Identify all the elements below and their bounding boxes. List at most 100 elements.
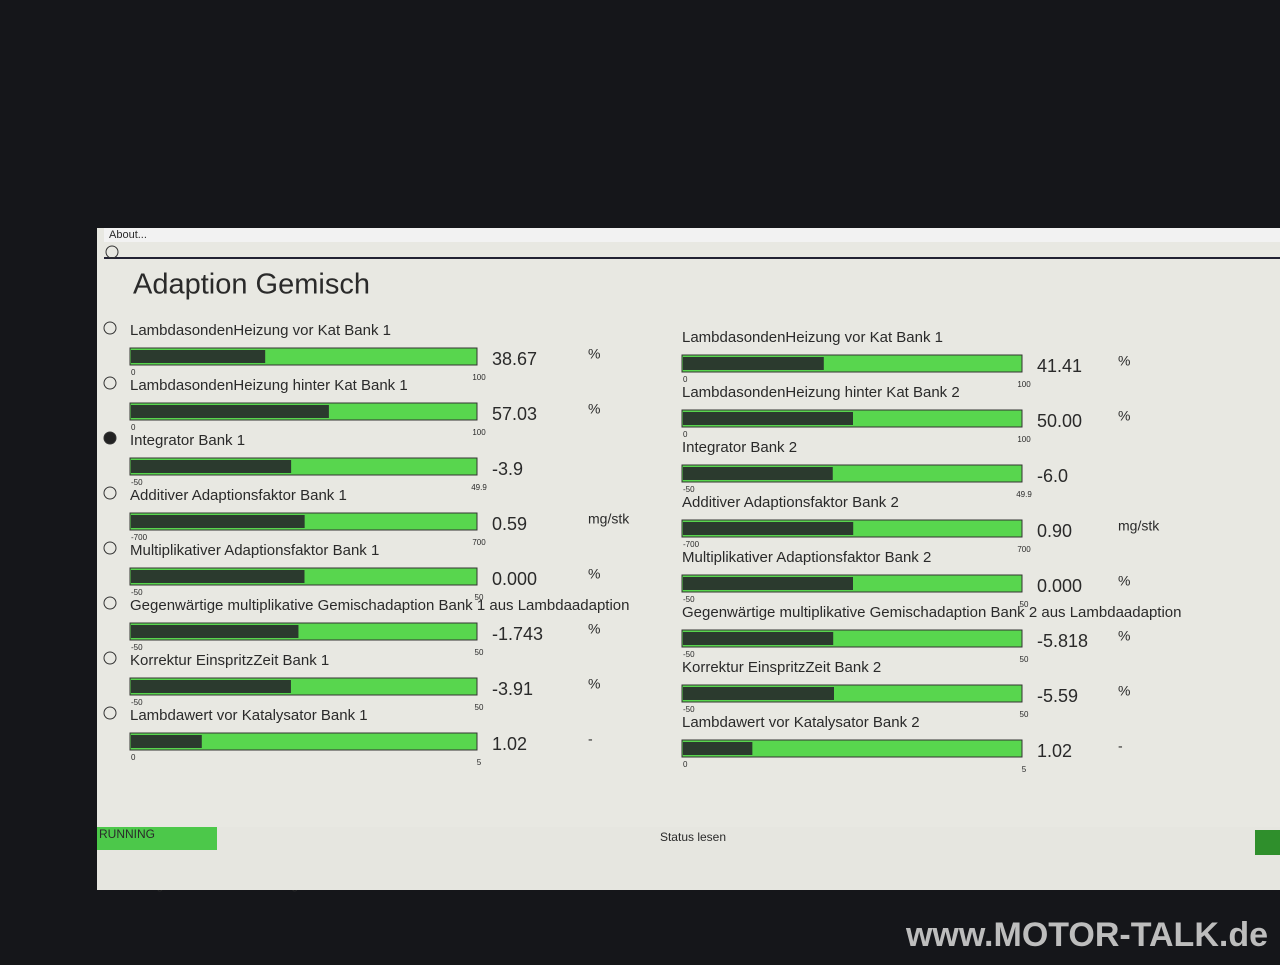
- gauge-bar: [131, 460, 292, 473]
- gauge-unit: %: [588, 676, 600, 692]
- gauge-unit: %: [1118, 408, 1130, 424]
- gauge-bar: [683, 577, 853, 590]
- gauge-label: LambdasondenHeizung vor Kat Bank 1: [130, 322, 391, 339]
- gauge-bar: [131, 625, 299, 638]
- gauge-value: 0.000: [1037, 576, 1082, 596]
- gauge-bar: [683, 522, 854, 535]
- watermark: www.MOTOR-TALK.de: [905, 916, 1268, 954]
- gauge-label: Gegenwärtige multiplikative Gemischadapt…: [130, 597, 629, 614]
- gauge-min: 0: [683, 760, 688, 769]
- gauge-min: -50: [131, 478, 143, 487]
- gauge-value: -6.0: [1037, 466, 1068, 486]
- gauge-label: Additiver Adaptionsfaktor Bank 1: [130, 487, 347, 504]
- gauge-max: 50: [475, 703, 484, 712]
- gauge-track: [129, 732, 478, 751]
- gauge-label: Korrektur EinspritzZeit Bank 2: [682, 659, 881, 676]
- gauge-value: 1.02: [492, 734, 527, 754]
- gauge-min: -50: [683, 650, 695, 659]
- gauge-min: -50: [131, 643, 143, 652]
- gauge-bar: [131, 515, 305, 528]
- gauge-unit: mg/stk: [588, 511, 630, 527]
- gauge-max: 100: [472, 428, 486, 437]
- gauge-min: -50: [131, 588, 143, 597]
- gauge-label: Multiplikativer Adaptionsfaktor Bank 1: [130, 542, 379, 559]
- radio[interactable]: [103, 651, 117, 665]
- gauge-max: 100: [1017, 380, 1031, 389]
- gauge-value: 1.02: [1037, 741, 1072, 761]
- gauge-value: 38.67: [492, 349, 537, 369]
- gauge-min: -50: [683, 705, 695, 714]
- gauge-label: Integrator Bank 2: [682, 439, 797, 456]
- gauge-unit: %: [1118, 683, 1130, 699]
- gauge-min: 0: [683, 430, 688, 439]
- menu-about[interactable]: About...: [109, 229, 147, 241]
- gauge-unit: %: [588, 346, 600, 362]
- gauge-max: 100: [1017, 435, 1031, 444]
- gauge-bar: [683, 412, 853, 425]
- gauge-bar: [683, 357, 824, 370]
- radio[interactable]: [103, 486, 117, 500]
- gauge-value: -3.91: [492, 679, 533, 699]
- radio[interactable]: [103, 321, 117, 335]
- gauge-label: Multiplikativer Adaptionsfaktor Bank 2: [682, 549, 931, 566]
- gauge-value: 0.90: [1037, 521, 1072, 541]
- gauge-bar: [131, 570, 305, 583]
- gauge-min: -50: [683, 485, 695, 494]
- gauge-label: Additiver Adaptionsfaktor Bank 2: [682, 494, 899, 511]
- gauge-min: -700: [683, 540, 700, 549]
- gauge-unit: -: [588, 731, 593, 747]
- gauge-max: 50: [1020, 655, 1029, 664]
- gauge-value: 0.000: [492, 569, 537, 589]
- gauge-bar: [131, 735, 202, 748]
- gauge-max: 50: [1020, 710, 1029, 719]
- gauge-value: 0.59: [492, 514, 527, 534]
- gauge-max: 5: [1022, 765, 1027, 774]
- gauge-max: 100: [472, 373, 486, 382]
- status-text: Status lesen: [660, 830, 726, 844]
- gauge-unit: %: [1118, 353, 1130, 369]
- gauge-unit: %: [1118, 628, 1130, 644]
- radio[interactable]: [105, 245, 119, 259]
- gauge-label: Gegenwärtige multiplikative Gemischadapt…: [682, 604, 1181, 621]
- gauge-min: 0: [131, 753, 136, 762]
- gauge-bar: [683, 467, 833, 480]
- gauge-unit: %: [588, 621, 600, 637]
- running-indicator: [97, 827, 217, 850]
- radio[interactable]: [103, 431, 117, 445]
- gauge-bar: [131, 680, 291, 693]
- status-area: [97, 827, 1280, 890]
- gauge-bar: [131, 405, 329, 418]
- radio[interactable]: [103, 376, 117, 390]
- gauge-track: [681, 739, 1023, 758]
- gauge-value: 41.41: [1037, 356, 1082, 376]
- gauge-max: 49.9: [471, 483, 487, 492]
- radio[interactable]: [103, 541, 117, 555]
- gauge-unit: %: [1118, 573, 1130, 589]
- gauge-min: 0: [131, 368, 136, 377]
- gauge-value: 50.00: [1037, 411, 1082, 431]
- gauge-value: -3.9: [492, 459, 523, 479]
- gauge-label: Integrator Bank 1: [130, 432, 245, 449]
- gauge-value: 57.03: [492, 404, 537, 424]
- radio[interactable]: [103, 706, 117, 720]
- gauge-bar: [683, 632, 834, 645]
- gauge-value: -5.818: [1037, 631, 1088, 651]
- gauge-min: 0: [131, 423, 136, 432]
- gauge-bar: [683, 742, 753, 755]
- radio[interactable]: [103, 596, 117, 610]
- gauge-label: LambdasondenHeizung hinter Kat Bank 1: [130, 377, 408, 394]
- gauge-label: Lambdawert vor Katalysator Bank 2: [682, 714, 920, 731]
- gauge-value: -5.59: [1037, 686, 1078, 706]
- gauge-max: 50: [475, 648, 484, 657]
- gauge-bar: [131, 350, 266, 363]
- gauge-max: 50: [1020, 600, 1029, 609]
- gauge-min: -50: [131, 698, 143, 707]
- gauge-min: -50: [683, 595, 695, 604]
- page-title: Adaption Gemisch: [133, 269, 370, 301]
- gauge-label: LambdasondenHeizung hinter Kat Bank 2: [682, 384, 960, 401]
- gauge-unit: %: [588, 401, 600, 417]
- status-state: RUNNING: [99, 827, 155, 841]
- gauge-max: 700: [472, 538, 486, 547]
